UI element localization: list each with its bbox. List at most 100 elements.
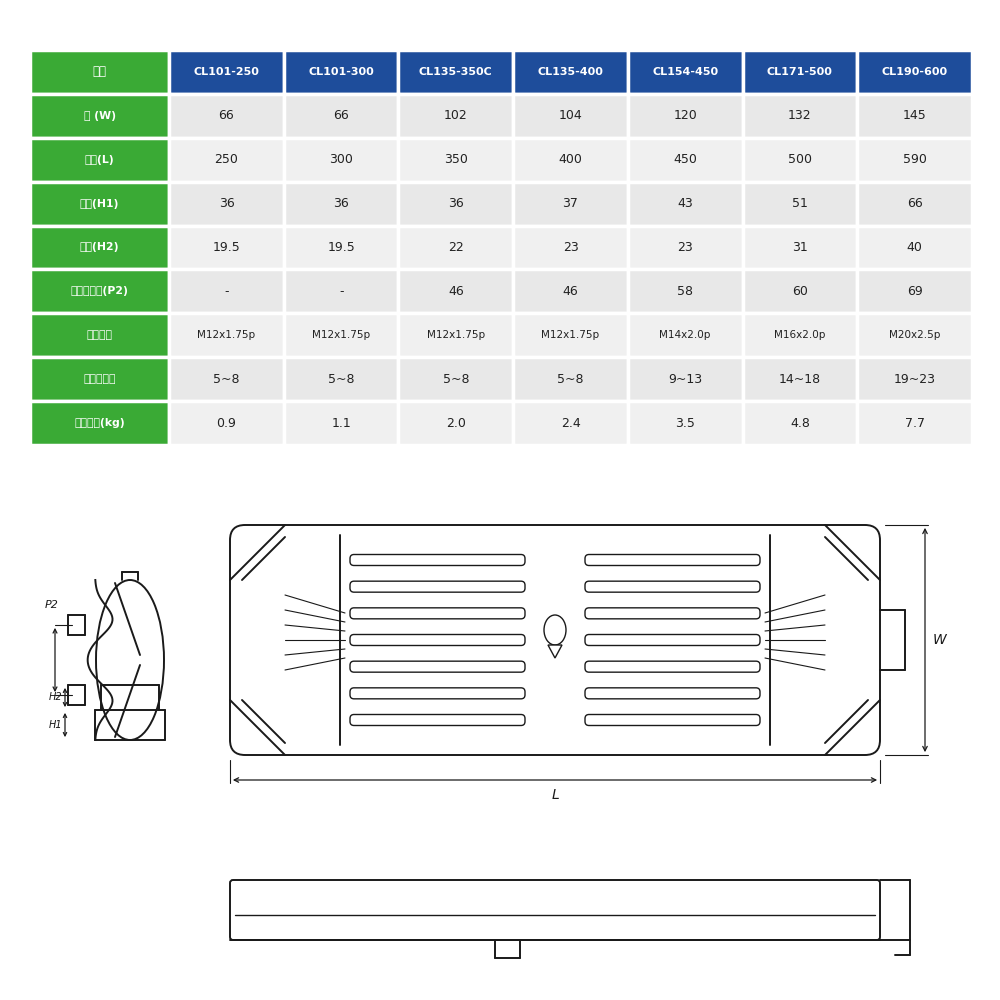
FancyBboxPatch shape [585, 714, 760, 726]
FancyBboxPatch shape [513, 182, 628, 226]
FancyBboxPatch shape [30, 269, 169, 313]
FancyBboxPatch shape [743, 50, 857, 94]
FancyBboxPatch shape [30, 94, 169, 138]
FancyBboxPatch shape [585, 608, 760, 619]
Text: H2: H2 [48, 692, 62, 702]
FancyBboxPatch shape [743, 226, 857, 269]
Text: 2.0: 2.0 [446, 417, 466, 430]
FancyBboxPatch shape [743, 269, 857, 313]
FancyBboxPatch shape [350, 661, 525, 672]
FancyBboxPatch shape [398, 138, 513, 182]
FancyBboxPatch shape [398, 357, 513, 401]
Text: CL101-300: CL101-300 [308, 67, 374, 77]
Text: 22: 22 [448, 241, 464, 254]
FancyBboxPatch shape [857, 94, 972, 138]
FancyBboxPatch shape [857, 50, 972, 94]
Text: 締付トルク: 締付トルク [83, 374, 116, 384]
Text: M12x1.75p: M12x1.75p [197, 330, 256, 340]
FancyBboxPatch shape [30, 226, 169, 269]
Text: M12x1.75p: M12x1.75p [312, 330, 370, 340]
FancyBboxPatch shape [628, 94, 743, 138]
FancyBboxPatch shape [857, 313, 972, 357]
Text: 品名: 品名 [93, 65, 107, 78]
FancyBboxPatch shape [169, 401, 284, 445]
FancyBboxPatch shape [350, 581, 525, 592]
FancyBboxPatch shape [513, 94, 628, 138]
FancyBboxPatch shape [743, 138, 857, 182]
Text: 製品重量(kg): 製品重量(kg) [74, 418, 125, 428]
FancyBboxPatch shape [169, 269, 284, 313]
Text: 1.1: 1.1 [331, 417, 351, 430]
Text: 145: 145 [903, 109, 926, 122]
Text: M20x2.5p: M20x2.5p [889, 330, 940, 340]
FancyBboxPatch shape [585, 581, 760, 592]
Text: M12x1.75p: M12x1.75p [427, 330, 485, 340]
Text: P2: P2 [45, 600, 59, 610]
FancyBboxPatch shape [398, 94, 513, 138]
FancyBboxPatch shape [169, 313, 284, 357]
FancyBboxPatch shape [30, 313, 169, 357]
Text: 46: 46 [448, 285, 464, 298]
FancyBboxPatch shape [398, 313, 513, 357]
Text: 31: 31 [792, 241, 808, 254]
Text: 3.5: 3.5 [675, 417, 695, 430]
Text: 14~18: 14~18 [779, 373, 821, 386]
FancyBboxPatch shape [513, 401, 628, 445]
FancyBboxPatch shape [743, 357, 857, 401]
FancyBboxPatch shape [585, 688, 760, 699]
Text: 5~8: 5~8 [443, 373, 469, 386]
Text: 19.5: 19.5 [327, 241, 355, 254]
FancyBboxPatch shape [350, 688, 525, 699]
FancyBboxPatch shape [230, 525, 880, 755]
FancyBboxPatch shape [513, 50, 628, 94]
Text: 4.8: 4.8 [790, 417, 810, 430]
FancyBboxPatch shape [628, 313, 743, 357]
FancyBboxPatch shape [628, 182, 743, 226]
FancyBboxPatch shape [513, 313, 628, 357]
FancyBboxPatch shape [628, 269, 743, 313]
FancyBboxPatch shape [398, 269, 513, 313]
Text: 5~8: 5~8 [557, 373, 584, 386]
Text: 250: 250 [215, 153, 238, 166]
Text: CL135-350C: CL135-350C [419, 67, 493, 77]
FancyBboxPatch shape [30, 182, 169, 226]
Text: M16x2.0p: M16x2.0p [774, 330, 826, 340]
FancyBboxPatch shape [284, 357, 398, 401]
Text: 取付ネジ: 取付ネジ [87, 330, 113, 340]
FancyBboxPatch shape [743, 182, 857, 226]
Text: 51: 51 [792, 197, 808, 210]
FancyBboxPatch shape [350, 634, 525, 646]
FancyBboxPatch shape [857, 226, 972, 269]
Text: 60: 60 [792, 285, 808, 298]
Text: 7.7: 7.7 [905, 417, 925, 430]
FancyBboxPatch shape [628, 226, 743, 269]
Text: 23: 23 [677, 241, 693, 254]
Text: 19~23: 19~23 [894, 373, 936, 386]
Text: 500: 500 [788, 153, 812, 166]
FancyBboxPatch shape [513, 226, 628, 269]
FancyBboxPatch shape [169, 182, 284, 226]
Text: 幅 (W): 幅 (W) [84, 111, 116, 121]
Text: 36: 36 [333, 197, 349, 210]
Text: 400: 400 [559, 153, 582, 166]
Text: M12x1.75p: M12x1.75p [541, 330, 600, 340]
Text: W: W [933, 633, 947, 647]
Text: 58: 58 [677, 285, 693, 298]
FancyBboxPatch shape [284, 401, 398, 445]
Text: 36: 36 [219, 197, 234, 210]
Text: 37: 37 [563, 197, 578, 210]
Text: CL101-250: CL101-250 [194, 67, 259, 77]
Text: 132: 132 [788, 109, 812, 122]
FancyBboxPatch shape [585, 661, 760, 672]
FancyBboxPatch shape [628, 138, 743, 182]
Text: 46: 46 [563, 285, 578, 298]
FancyBboxPatch shape [284, 94, 398, 138]
Text: -: - [224, 285, 229, 298]
FancyBboxPatch shape [857, 269, 972, 313]
Text: -: - [339, 285, 343, 298]
FancyBboxPatch shape [857, 357, 972, 401]
Text: 5~8: 5~8 [328, 373, 354, 386]
Text: 66: 66 [907, 197, 922, 210]
Polygon shape [548, 645, 562, 658]
Text: 19.5: 19.5 [213, 241, 240, 254]
